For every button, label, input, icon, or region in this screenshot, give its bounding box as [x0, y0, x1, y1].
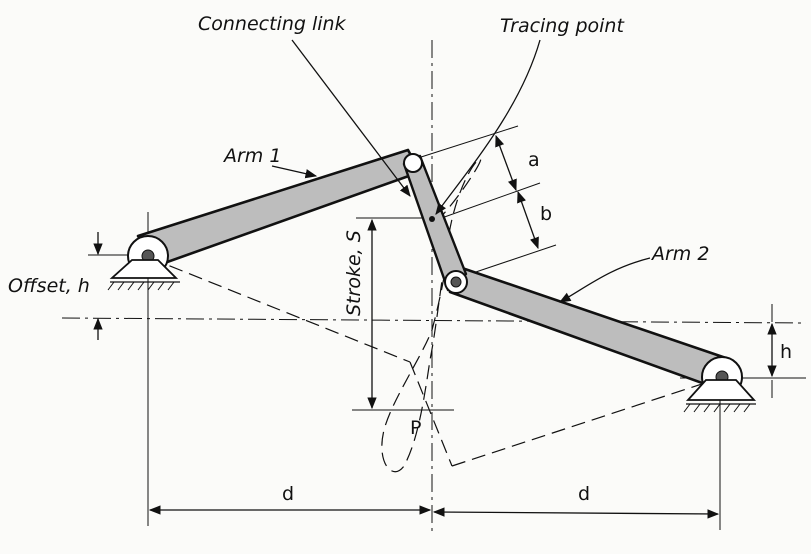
extension-a-bottom: [435, 182, 541, 221]
label-arm-1: Arm 1: [222, 145, 281, 167]
leader-arm-1: [271, 165, 318, 179]
label-tracing-point: Tracing point: [500, 15, 625, 37]
right-ground-support: [685, 379, 757, 401]
extension-a-top: [417, 125, 519, 159]
leader-connecting-link: [291, 39, 411, 197]
bottom-joint-center: [450, 276, 462, 288]
construction-line-left: [149, 257, 411, 363]
construction-line-vertical: [409, 361, 453, 467]
dim-b: [517, 190, 539, 250]
leader-tracing-point: [435, 39, 541, 215]
label-b: b: [540, 203, 552, 225]
label-arm-2: Arm 2: [650, 243, 709, 265]
label-h-right: h: [780, 341, 792, 363]
leader-arm-2: [558, 257, 651, 303]
left-ground-hatch: [107, 281, 175, 291]
label-a: a: [528, 149, 540, 171]
left-ground-support: [109, 259, 179, 279]
top-joint-pin: [403, 153, 423, 173]
tracing-curve: [381, 158, 482, 473]
connecting-link: [402, 154, 468, 292]
label-p: P: [410, 417, 421, 439]
right-ground-hatch: [683, 403, 751, 413]
dim-d-right: [432, 507, 720, 519]
label-d-right: d: [578, 483, 590, 505]
dim-a: [495, 134, 517, 192]
label-offset-h: Offset, h: [8, 275, 90, 297]
tracing-point-dot: [429, 216, 435, 222]
label-d-left: d: [282, 483, 294, 505]
label-connecting-link: Connecting link: [198, 13, 347, 35]
construction-line-right: [451, 377, 721, 467]
label-stroke-s: Stroke, S: [343, 230, 365, 316]
arm-2: [448, 266, 728, 390]
